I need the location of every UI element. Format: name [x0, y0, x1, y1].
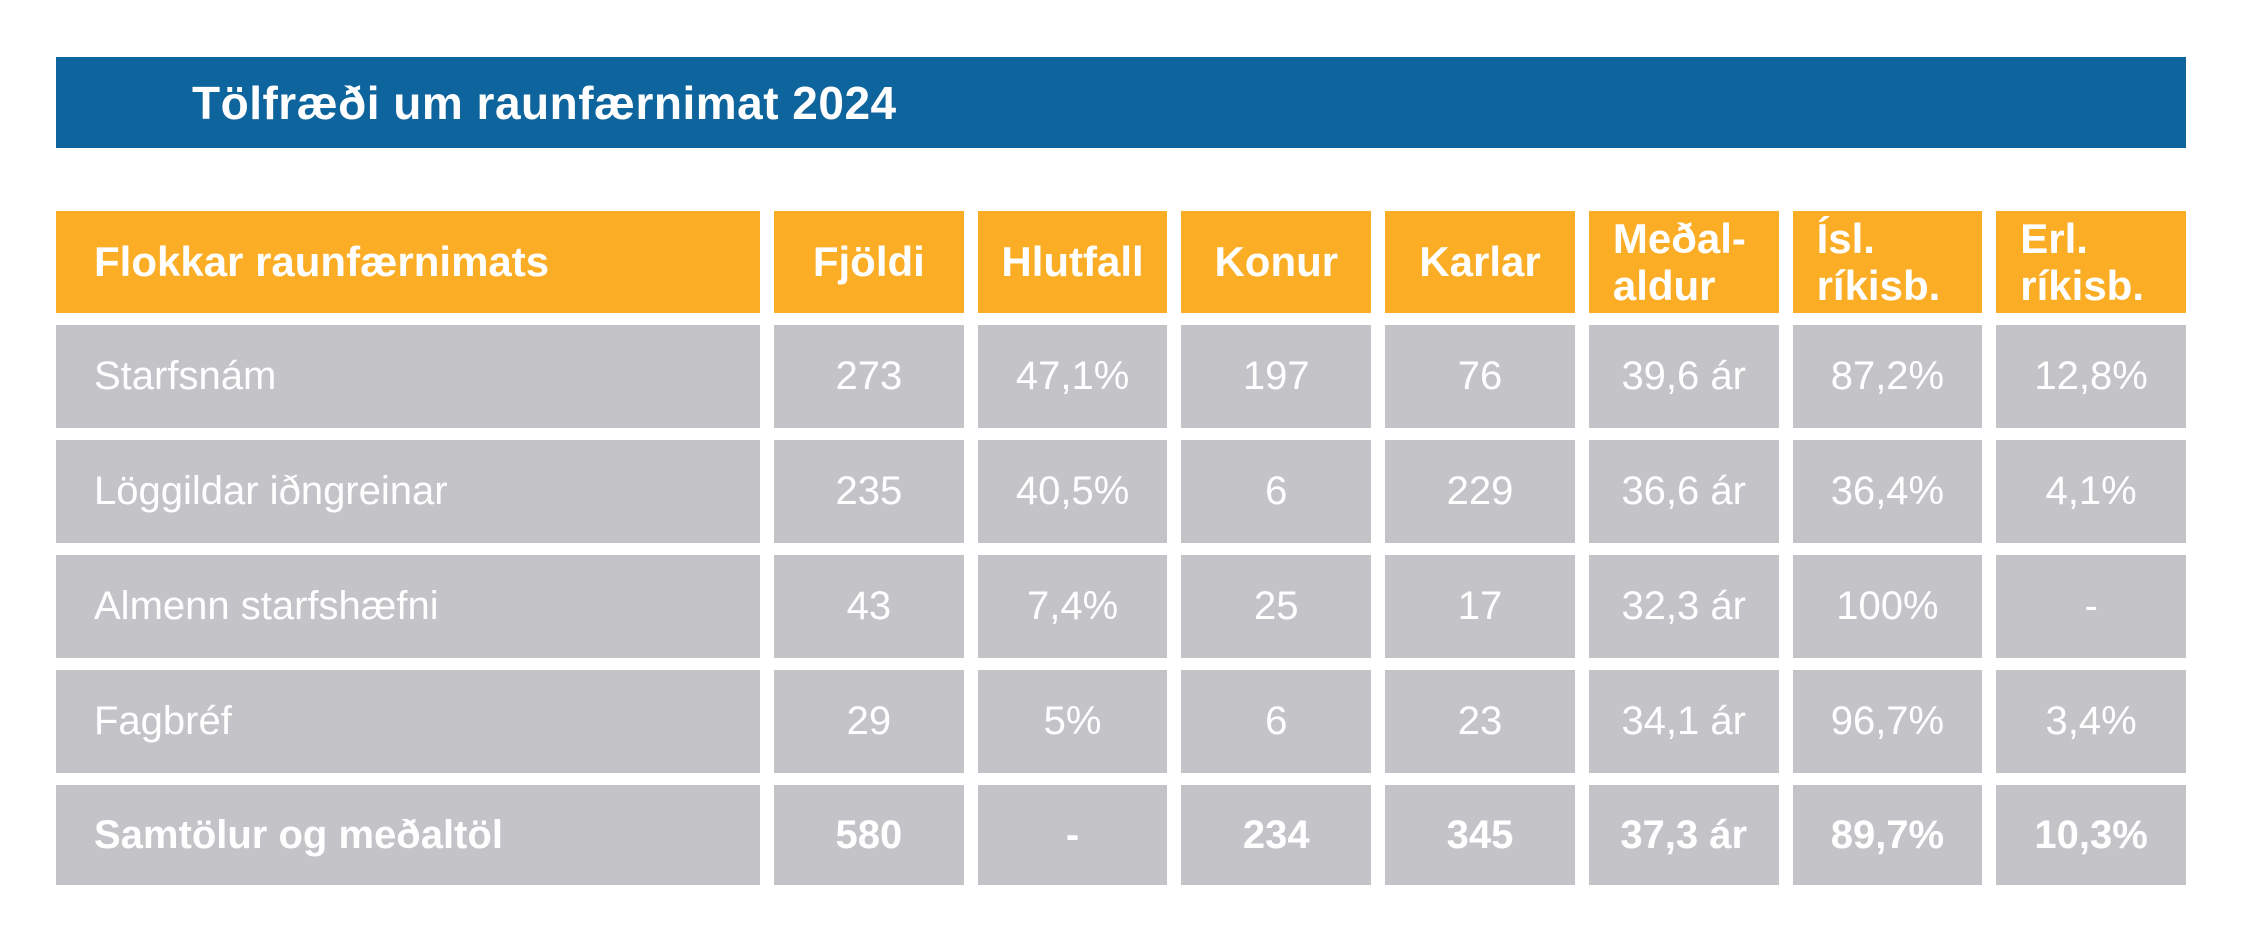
row-almenn-label: Almenn starfshæfni — [56, 555, 760, 658]
value-cell: 3,4% — [1996, 670, 2186, 773]
value-cell: 23 — [1385, 670, 1575, 773]
value-cell: 17 — [1385, 555, 1575, 658]
value-cell: 96,7% — [1792, 670, 1983, 773]
value-cell: 34,1 ár — [1588, 670, 1779, 773]
value-cell: 47,1% — [977, 325, 1168, 428]
value-cell: 229 — [1385, 440, 1575, 543]
value-cell: 273 — [774, 325, 964, 428]
total-value-cell: 345 — [1385, 785, 1575, 885]
column-header-isl-rikisb: Ísl. ríkisb. — [1792, 211, 1983, 313]
value-cell: 43 — [774, 555, 964, 658]
value-cell: 40,5% — [977, 440, 1168, 543]
row-starfsnam-label: Starfsnám — [56, 325, 760, 428]
statistics-table: Flokkar raunfærnimats Fjöldi Hlutfall Ko… — [56, 211, 2186, 885]
column-header-fjoldi: Fjöldi — [774, 211, 964, 313]
value-cell: 7,4% — [977, 555, 1168, 658]
value-cell: 6 — [1181, 670, 1372, 773]
total-value-cell: - — [977, 785, 1168, 885]
total-value-cell: 580 — [774, 785, 964, 885]
value-cell: 6 — [1181, 440, 1372, 543]
page-title: Tölfræði um raunfærnimat 2024 — [192, 76, 897, 129]
value-cell: 76 — [1385, 325, 1575, 428]
total-value-cell: 234 — [1181, 785, 1372, 885]
title-bar: Tölfræði um raunfærnimat 2024 — [56, 57, 2186, 148]
value-cell: 100% — [1792, 555, 1983, 658]
column-header-medalaldur: Meðal- aldur — [1588, 211, 1779, 313]
column-header-hlutfall: Hlutfall — [977, 211, 1168, 313]
value-cell: 4,1% — [1996, 440, 2186, 543]
value-cell: 235 — [774, 440, 964, 543]
value-cell: 32,3 ár — [1588, 555, 1779, 658]
total-value-cell: 37,3 ár — [1588, 785, 1779, 885]
value-cell: 36,6 ár — [1588, 440, 1779, 543]
value-cell: 197 — [1181, 325, 1372, 428]
column-header-erl-rikisb: Erl. ríkisb. — [1996, 211, 2186, 313]
total-value-cell: 10,3% — [1996, 785, 2186, 885]
value-cell: 5% — [977, 670, 1168, 773]
value-cell: 36,4% — [1792, 440, 1983, 543]
row-loggildar-label: Löggildar iðngreinar — [56, 440, 760, 543]
column-header-konur: Konur — [1181, 211, 1372, 313]
value-cell: 87,2% — [1792, 325, 1983, 428]
total-value-cell: 89,7% — [1792, 785, 1983, 885]
column-header-flokkar: Flokkar raunfærnimats — [56, 211, 760, 313]
value-cell: 12,8% — [1996, 325, 2186, 428]
row-fagbref-label: Fagbréf — [56, 670, 760, 773]
value-cell: 25 — [1181, 555, 1372, 658]
value-cell: 39,6 ár — [1588, 325, 1779, 428]
value-cell: - — [1996, 555, 2186, 658]
value-cell: 29 — [774, 670, 964, 773]
column-header-karlar: Karlar — [1385, 211, 1575, 313]
total-row-label: Samtölur og meðaltöl — [56, 785, 760, 885]
